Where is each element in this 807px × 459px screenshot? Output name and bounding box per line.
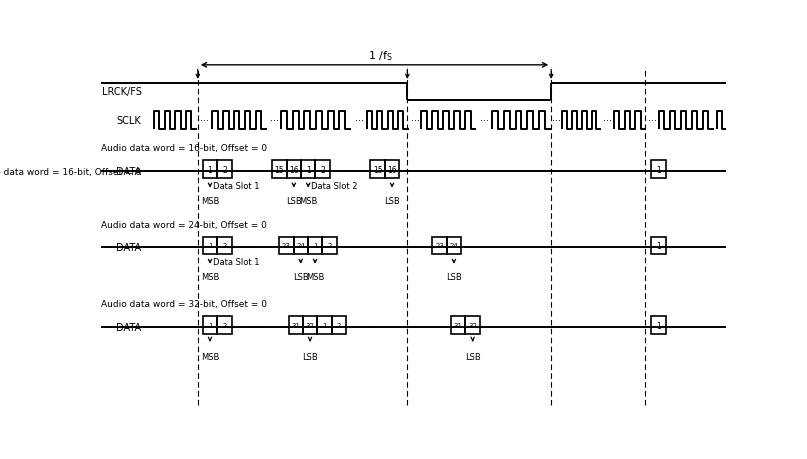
- Text: 15: 15: [373, 165, 383, 174]
- Text: ···: ···: [246, 243, 255, 253]
- Text: ···: ···: [338, 167, 347, 177]
- Text: LSB: LSB: [384, 196, 400, 206]
- Text: DATA: DATA: [116, 243, 141, 253]
- Text: 24: 24: [449, 243, 458, 249]
- Text: 32: 32: [306, 323, 315, 329]
- Text: MSB: MSB: [299, 196, 317, 206]
- Text: 1: 1: [306, 165, 311, 174]
- Text: 1: 1: [207, 323, 212, 329]
- Text: ···: ···: [252, 322, 261, 332]
- Text: ···: ···: [366, 322, 375, 332]
- Text: 2: 2: [320, 165, 325, 174]
- Text: ···: ···: [648, 116, 657, 125]
- Text: LSB: LSB: [465, 352, 480, 361]
- Text: 2: 2: [222, 243, 227, 249]
- Text: 31: 31: [454, 323, 462, 329]
- Text: 1: 1: [656, 165, 661, 174]
- Text: ···: ···: [480, 116, 489, 125]
- Text: MSB: MSB: [306, 273, 324, 281]
- Text: SCLK: SCLK: [117, 116, 141, 125]
- Text: Audio data word = 24-bit, Offset = 0: Audio data word = 24-bit, Offset = 0: [101, 221, 267, 230]
- Text: Data Slot 2: Data Slot 2: [312, 181, 358, 190]
- Text: ···: ···: [199, 116, 208, 125]
- Text: LSB: LSB: [446, 273, 462, 281]
- Text: 16: 16: [289, 165, 299, 174]
- Text: 23: 23: [282, 243, 291, 249]
- Text: ···: ···: [240, 167, 249, 177]
- Text: 2: 2: [328, 243, 332, 249]
- Text: 1: 1: [207, 243, 212, 249]
- Text: MSB: MSB: [201, 352, 220, 361]
- Text: 24: 24: [296, 243, 305, 249]
- Text: ···: ···: [411, 116, 420, 125]
- Text: ···: ···: [355, 116, 364, 125]
- Text: Audio data word = 16-bit, Offset = 0: Audio data word = 16-bit, Offset = 0: [0, 167, 141, 176]
- Text: 16: 16: [387, 165, 397, 174]
- Text: LRCK/FS: LRCK/FS: [102, 87, 141, 97]
- Text: 2: 2: [222, 323, 227, 329]
- Text: 23: 23: [435, 243, 444, 249]
- Text: 1: 1: [322, 323, 327, 329]
- Text: MSB: MSB: [201, 273, 220, 281]
- Text: LSB: LSB: [302, 352, 318, 361]
- Text: ···: ···: [351, 243, 360, 253]
- Text: MSB: MSB: [201, 196, 220, 206]
- Text: LSB: LSB: [293, 273, 308, 281]
- Text: ···: ···: [270, 116, 279, 125]
- Text: 2: 2: [222, 165, 227, 174]
- Text: 2: 2: [337, 323, 341, 329]
- Text: LSB: LSB: [286, 196, 302, 206]
- Text: DATA: DATA: [116, 322, 141, 332]
- Text: 15: 15: [274, 165, 284, 174]
- Text: Data Slot 1: Data Slot 1: [213, 181, 260, 190]
- Text: Audio data word = 16-bit, Offset = 0: Audio data word = 16-bit, Offset = 0: [101, 144, 267, 153]
- Text: Audio data word = 32-bit, Offset = 0: Audio data word = 32-bit, Offset = 0: [101, 300, 267, 309]
- Text: Data Slot 1: Data Slot 1: [213, 257, 260, 266]
- Text: 1: 1: [656, 321, 661, 330]
- Text: 1: 1: [313, 243, 317, 249]
- Text: 1: 1: [656, 241, 661, 251]
- Text: DATA: DATA: [116, 167, 141, 177]
- Text: ···: ···: [552, 116, 561, 125]
- Text: 31: 31: [291, 323, 300, 329]
- Text: 1: 1: [207, 165, 212, 174]
- Text: 32: 32: [468, 323, 477, 329]
- Text: 1 /f$_\mathregular{S}$: 1 /f$_\mathregular{S}$: [368, 49, 393, 63]
- Text: ···: ···: [603, 116, 612, 125]
